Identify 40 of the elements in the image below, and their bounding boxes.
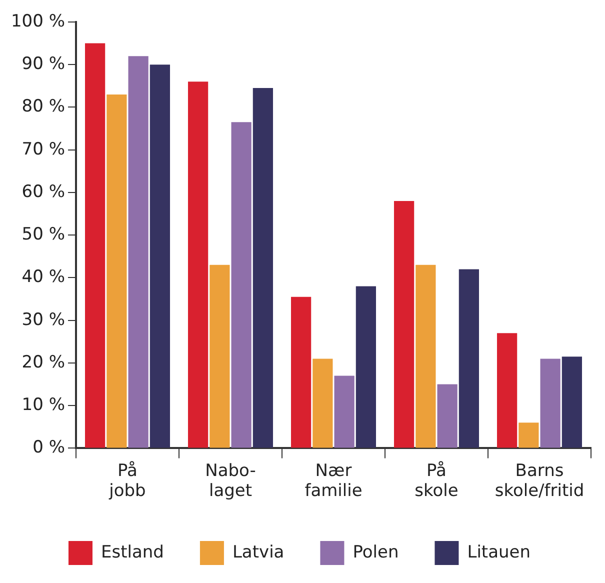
y-tick-label: 40 % — [22, 267, 66, 288]
bar — [356, 286, 376, 448]
bar — [312, 358, 333, 448]
y-tick-label: 70 % — [22, 139, 66, 160]
legend-label: Polen — [352, 542, 399, 562]
bar — [540, 358, 560, 448]
bar — [437, 384, 458, 448]
y-tick-label: 0 % — [32, 438, 66, 458]
x-tick-label: Barns skole/fritid — [494, 460, 584, 502]
x-tick-label: Nabo- laget — [205, 460, 256, 502]
y-tick-label: 50 % — [22, 224, 66, 245]
bar — [334, 376, 354, 448]
bar — [497, 333, 518, 448]
y-tick-label: 10 % — [22, 395, 66, 415]
bar — [458, 269, 480, 448]
legend-label: Estland — [100, 542, 164, 562]
x-tick-label: På skole — [414, 460, 458, 502]
bar — [291, 296, 312, 448]
y-tick-label: 60 % — [22, 182, 66, 202]
bar — [210, 264, 230, 448]
bar — [562, 356, 582, 448]
bar — [231, 122, 252, 448]
x-tick-label: På jobb — [108, 460, 146, 502]
legend-label: Latvia — [232, 542, 284, 562]
bar — [518, 422, 539, 448]
bar — [188, 82, 208, 448]
bar — [394, 201, 414, 448]
bar — [85, 43, 106, 448]
bar — [128, 56, 148, 448]
y-tick-label: 100 % — [10, 11, 66, 32]
bar — [416, 264, 436, 448]
bar — [106, 94, 127, 448]
y-tick-label: 90 % — [22, 54, 66, 74]
bar — [150, 64, 170, 448]
x-tick-label: Nær familie — [304, 460, 362, 502]
y-tick-label: 30 % — [22, 310, 66, 330]
bar — [252, 88, 274, 448]
y-tick-label: 20 % — [22, 352, 66, 372]
y-tick-label: 80 % — [22, 96, 66, 117]
legend-label: Litauen — [467, 542, 531, 562]
